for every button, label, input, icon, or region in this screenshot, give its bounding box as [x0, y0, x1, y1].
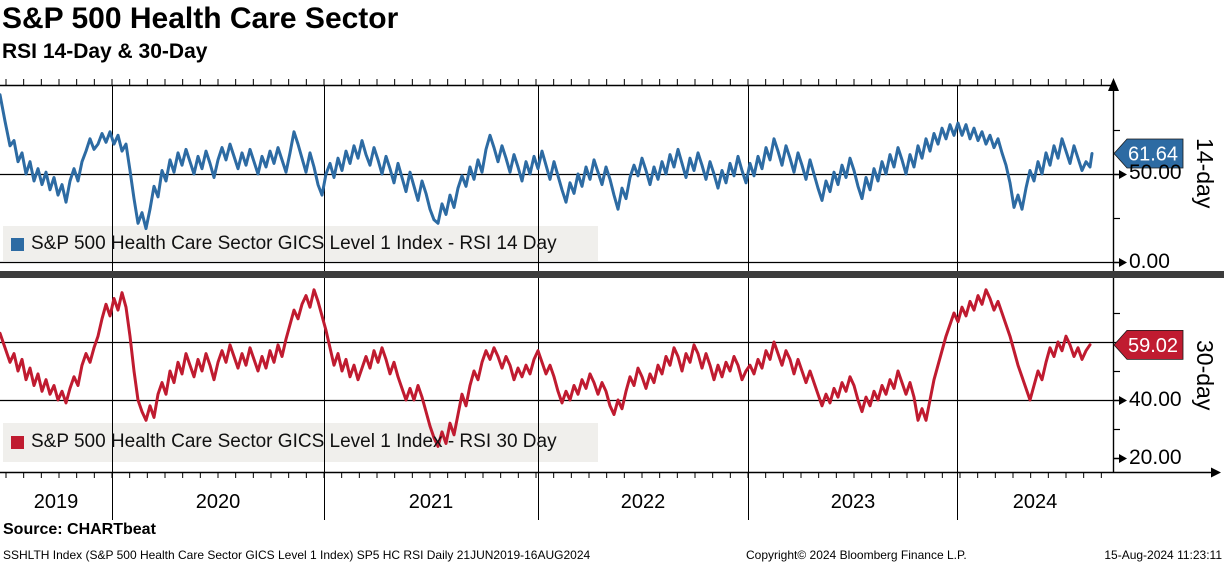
ytick-0: 0.00 — [1129, 250, 1170, 273]
footer-timestamp: 15-Aug-2024 11:23:11 — [1104, 548, 1222, 562]
series-line-rsi-14-day — [0, 93, 1094, 231]
ytick-arrow-icon — [1119, 454, 1127, 463]
xtick-2021: 2021 — [408, 491, 454, 513]
ytick-arrow-icon — [1119, 396, 1127, 405]
xtick-2023: 2023 — [830, 491, 876, 513]
source-label: Source: CHARTbeat — [3, 521, 156, 538]
x-axis-arrow-icon — [1211, 467, 1221, 478]
footer-copyright: Copyright© 2024 Bloomberg Finance L.P. — [746, 548, 967, 562]
rsi14-legend-label: S&P 500 Health Care Sector GICS Level 1 … — [31, 233, 557, 254]
ytick-50: 50.00 — [1129, 161, 1182, 184]
page-subtitle: RSI 14-Day & 30-Day — [2, 40, 208, 63]
panel-label-14-day: 14-day — [1192, 138, 1218, 209]
panel-divider — [0, 271, 1224, 278]
series-line-rsi-30-day — [0, 288, 1092, 448]
legend-bg-rsi14 — [3, 226, 598, 261]
rsi30-legend-swatch-icon — [11, 435, 24, 449]
rsi14-legend-swatch-icon — [11, 237, 24, 251]
xtick-2019: 2019 — [33, 491, 79, 513]
ytick-arrow-icon — [1119, 258, 1127, 267]
footer-security-info: SSHLTH Index (S&P 500 Health Care Sector… — [3, 548, 591, 562]
rsi30-legend-label: S&P 500 Health Care Sector GICS Level 1 … — [31, 431, 557, 452]
last-value-tag-14-day — [1113, 138, 1184, 169]
xtick-2024: 2024 — [1012, 491, 1058, 513]
ytick-arrow-icon — [1119, 170, 1127, 179]
xtick-2022: 2022 — [620, 491, 666, 513]
legend-rsi14: S&P 500 Health Care Sector GICS Level 1 … — [3, 227, 598, 261]
panel-label-30-day: 30-day — [1192, 340, 1218, 411]
page-title: S&P 500 Health Care Sector — [2, 2, 399, 35]
last-value-label-14-day: 61.64 — [1128, 144, 1178, 166]
legend-bg-rsi30 — [3, 423, 598, 462]
last-value-tag-30-day — [1113, 329, 1184, 360]
last-value-label-30-day: 59.02 — [1128, 335, 1178, 357]
y-axis-arrow-icon — [1108, 78, 1119, 91]
ytick-20: 20.00 — [1129, 446, 1182, 469]
xtick-2020: 2020 — [195, 491, 241, 513]
legend-rsi30: S&P 500 Health Care Sector GICS Level 1 … — [3, 425, 598, 459]
ytick-40: 40.00 — [1129, 388, 1182, 411]
